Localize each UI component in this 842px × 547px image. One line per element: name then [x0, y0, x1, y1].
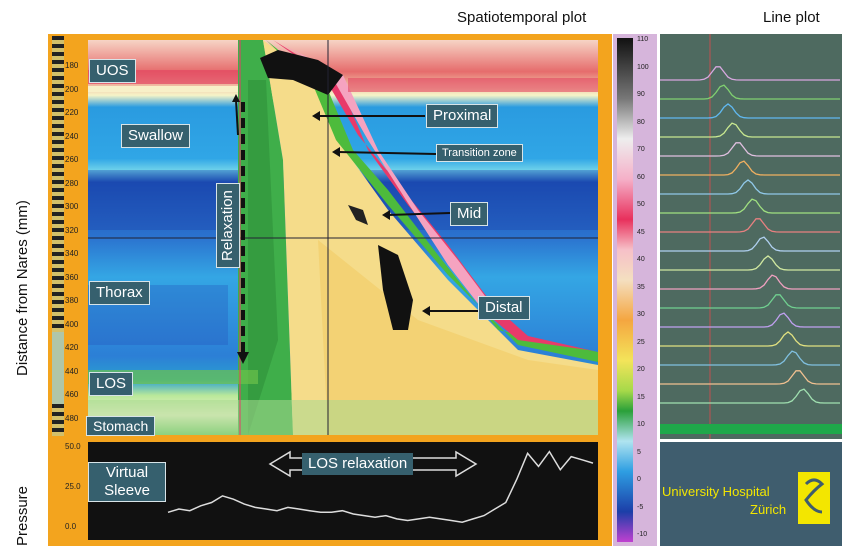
colorbar-tick: 5: [637, 448, 641, 456]
line-plot-trace: [660, 236, 840, 252]
depth-tick: 240: [65, 131, 79, 141]
proximal-label: Proximal: [426, 104, 499, 128]
colorbar-tick: 30: [637, 311, 645, 318]
sensor-marker: [52, 332, 64, 404]
line-plot-panel: [660, 34, 842, 439]
pressure-tick: 50.0: [65, 442, 81, 451]
colorbar-tick: 45: [637, 228, 645, 236]
pressure-tick: 25.0: [65, 482, 81, 491]
thorax-label: Thorax: [89, 281, 150, 305]
colorbar: 110 100 90 80 70 60 50 45 40 35 30 25 20 15 10 5 0 -5 -10: [613, 34, 657, 546]
colorbar-tick: 25: [637, 338, 645, 346]
line-plot-trace: [660, 255, 840, 271]
depth-tick: 380: [65, 296, 79, 305]
colorbar-tick: 80: [637, 118, 645, 126]
university-logo-panel: University Hospital Zürich: [660, 442, 842, 546]
line-plot-trace: [660, 160, 840, 176]
colorbar-tick: 20: [637, 366, 645, 373]
distal-label: Distal: [478, 296, 530, 320]
depth-tick: 360: [65, 272, 79, 282]
depth-tick: 480: [65, 413, 79, 423]
line-plot-trace: [660, 66, 840, 81]
colorbar-tick: 110: [637, 36, 649, 43]
depth-tick: 400: [65, 319, 79, 329]
line-plot-header: Line plot: [763, 9, 820, 26]
logo-line2: Zürich: [750, 502, 787, 517]
los-relaxation-label: LOS relaxation: [302, 453, 414, 475]
line-plot-trace: [660, 84, 840, 100]
colorbar-tick: 50: [637, 201, 645, 208]
line-plot-trace: [660, 350, 840, 366]
line-plot-trace: [660, 294, 840, 309]
line-plot-trace: [660, 312, 840, 328]
line-plot-trace: [660, 370, 840, 385]
line-plot-trace: [660, 103, 840, 119]
depth-tick: 460: [65, 390, 79, 399]
line-plot-trace: [660, 218, 840, 233]
pressure-topography-heatmap: [88, 40, 598, 435]
colorbar-tick: 10: [637, 421, 645, 428]
university-logo-icon: [798, 472, 830, 524]
colorbar-tick: 40: [637, 256, 645, 263]
pressure-trace: [167, 450, 594, 523]
depth-tick: 420: [65, 343, 79, 352]
colorbar-tick: 60: [637, 173, 645, 181]
line-plot-trace: [660, 179, 840, 195]
line-plot-trace: [660, 331, 840, 347]
colorbar-tick: 100: [637, 63, 649, 71]
pressure-axis-title: Pressure: [14, 485, 31, 546]
transition-zone-label: Transition zone: [436, 144, 523, 162]
line-plot-baseline: [660, 424, 842, 434]
y-axis-title: Distance from Nares (mm): [14, 200, 31, 376]
relaxation-label: Relaxation: [216, 183, 240, 268]
stomach-label: Stomach: [86, 416, 156, 436]
line-plot-traces: [660, 34, 842, 439]
colorbar-tick: 15: [637, 393, 645, 401]
colorbar-tick: 70: [637, 146, 645, 153]
colorbar-tick: 35: [637, 283, 645, 291]
colorbar-tick: 90: [637, 91, 645, 98]
line-plot-trace: [660, 142, 840, 157]
depth-tick: 440: [65, 366, 79, 376]
colorbar-tick: -10: [637, 531, 648, 538]
depth-tick: 280: [65, 178, 79, 188]
depth-tick: 320: [65, 225, 79, 235]
depth-tick: 300: [65, 202, 79, 211]
spatiotemporal-header: Spatiotemporal plot: [457, 9, 587, 26]
virtual-sleeve-text: Virtual Sleeve: [104, 464, 150, 499]
colorbar-tick: 0: [637, 476, 641, 483]
logo-line1: University Hospital: [662, 484, 770, 499]
depth-tick: 260: [65, 155, 79, 164]
depth-tick: 220: [65, 108, 79, 117]
line-plot-trace: [660, 388, 840, 404]
depth-tick: 200: [65, 84, 79, 94]
colorbar-gradient: [617, 38, 633, 542]
colorbar-tick: -5: [637, 503, 644, 511]
depth-tick: 180: [65, 61, 79, 70]
line-plot-trace: [660, 274, 840, 290]
mid-label: Mid: [450, 202, 489, 226]
los-label: LOS: [89, 372, 134, 396]
uos-label: UOS: [89, 59, 136, 83]
virtual-sleeve-label: Virtual Sleeve: [88, 462, 166, 502]
line-plot-trace: [660, 122, 840, 138]
swallow-label: Swallow: [121, 124, 191, 148]
line-plot-trace: [660, 198, 840, 214]
depth-tick: 340: [65, 249, 79, 258]
pressure-tick: 0.0: [65, 522, 77, 531]
